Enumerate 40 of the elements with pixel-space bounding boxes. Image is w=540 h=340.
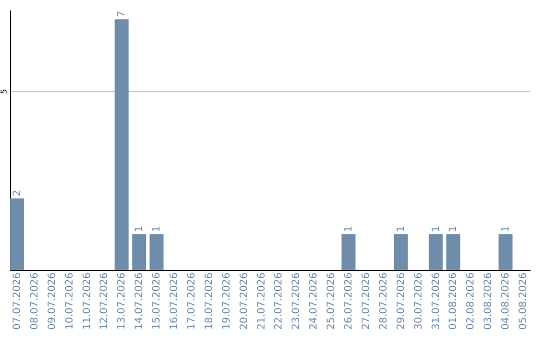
x-tick-label: 21.07.2026 (256, 272, 268, 330)
x-tick-label: 15.07.2026 (152, 272, 163, 330)
x-tick-label: 22.07.2026 (274, 272, 285, 330)
data-label: 1 (500, 226, 512, 232)
x-tick-label: 24.07.2026 (308, 272, 320, 330)
x-tick-label: 27.07.2026 (360, 272, 372, 330)
y-tick-label: 5 (0, 88, 8, 94)
x-tick-label: 19.07.2026 (221, 272, 232, 330)
x-tick-label: 03.08.2026 (483, 272, 494, 330)
x-tick-label: 08.07.2026 (29, 272, 40, 330)
data-label: 1 (396, 226, 407, 232)
x-tick-label: 23.07.2026 (291, 272, 302, 330)
x-tick-label: 13.07.2026 (116, 272, 128, 330)
x-tick-label: 11.07.2026 (82, 272, 93, 330)
data-label: 1 (152, 226, 163, 232)
x-tick-label: 09.07.2026 (46, 272, 58, 330)
x-tick-label: 26.07.2026 (344, 272, 355, 330)
x-tick-label: 17.07.2026 (186, 272, 198, 330)
x-tick-label: 10.07.2026 (64, 272, 76, 330)
data-label: 1 (134, 226, 146, 232)
x-tick-label: 30.07.2026 (413, 272, 424, 330)
data-label: 1 (430, 226, 442, 232)
x-tick-label: 07.07.2026 (12, 272, 23, 330)
data-label: 1 (344, 226, 355, 232)
x-tick-label: 01.08.2026 (448, 272, 460, 330)
x-tick-label: 18.07.2026 (204, 272, 215, 330)
data-label: 7 (116, 10, 128, 18)
x-tick-label: 16.07.2026 (169, 272, 180, 330)
data-label: 2 (12, 190, 23, 196)
x-tick-label: 05.08.2026 (518, 272, 530, 330)
x-tick-label: 04.08.2026 (500, 272, 512, 330)
x-tick-label: 29.07.2026 (396, 272, 407, 330)
x-tick-label: 25.07.2026 (326, 272, 338, 330)
x-tick-label: 02.08.2026 (466, 272, 477, 330)
x-tick-label: 12.07.2026 (99, 272, 110, 330)
x-tick-label: 14.07.2026 (134, 272, 146, 330)
data-label: 1 (448, 226, 460, 232)
x-tick-label: 28.07.2026 (378, 272, 390, 330)
x-tick-label: 31.07.2026 (430, 272, 442, 330)
x-tick-label: 20.07.2026 (238, 272, 250, 330)
